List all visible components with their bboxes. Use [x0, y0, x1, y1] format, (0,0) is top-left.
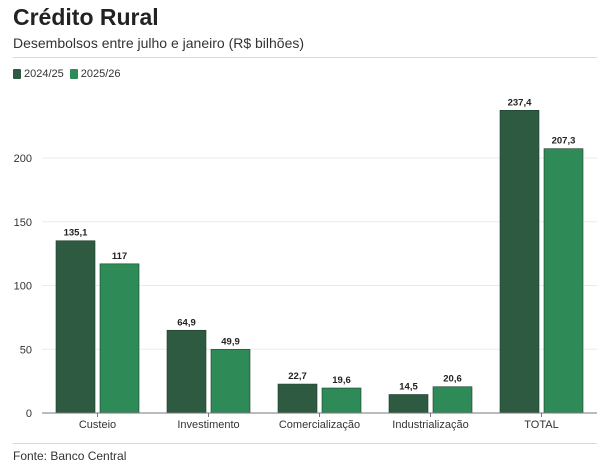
data-label: 117 — [112, 251, 127, 262]
chart-title: Crédito Rural — [13, 4, 159, 30]
y-tick-label: 200 — [14, 153, 32, 165]
data-label: 22,7 — [288, 371, 307, 382]
legend-swatch-2025-26 — [69, 69, 78, 79]
y-tick-label: 0 — [26, 408, 32, 420]
y-tick-label: 100 — [14, 281, 32, 293]
legend-item-2025-26: 2025/26 — [69, 68, 121, 80]
x-tick-label: Investimento — [177, 419, 239, 431]
data-label: 64,9 — [177, 317, 196, 328]
header-divider — [13, 57, 597, 58]
data-label: 14,5 — [399, 382, 418, 393]
legend-swatch-2024-25 — [13, 69, 21, 79]
x-tick-label: Comercialização — [279, 419, 360, 431]
data-label: 19,6 — [332, 375, 351, 386]
data-label: 237,4 — [508, 97, 532, 108]
bar — [277, 383, 318, 414]
bar — [499, 110, 540, 414]
data-label: 49,9 — [221, 336, 240, 347]
data-label: 135,1 — [64, 228, 88, 239]
bar — [99, 263, 140, 414]
bar — [432, 386, 473, 414]
x-tick-label: Industrialização — [392, 419, 468, 431]
legend-label-2024-25: 2024/25 — [24, 68, 64, 80]
data-label: 20,6 — [443, 374, 462, 385]
bar — [388, 394, 429, 414]
bar — [321, 387, 362, 414]
footer-divider — [13, 443, 597, 444]
legend-item-2024-25: 2024/25 — [13, 68, 64, 80]
chart-legend: 2024/25 2025/26 — [13, 68, 127, 80]
y-tick-label: 50 — [20, 344, 32, 356]
x-tick-label: TOTAL — [524, 419, 558, 431]
bar — [543, 148, 584, 414]
data-label: 207,3 — [552, 136, 576, 147]
bar — [55, 240, 96, 414]
source-note: Fonte: Banco Central — [13, 449, 127, 463]
x-tick-label: Custeio — [79, 419, 116, 431]
bar — [166, 329, 207, 414]
chart-subtitle: Desembolsos entre julho e janeiro (R$ bi… — [13, 35, 305, 51]
y-tick-label: 150 — [14, 217, 32, 229]
legend-label-2025-26: 2025/26 — [80, 68, 121, 80]
bar — [210, 349, 251, 414]
